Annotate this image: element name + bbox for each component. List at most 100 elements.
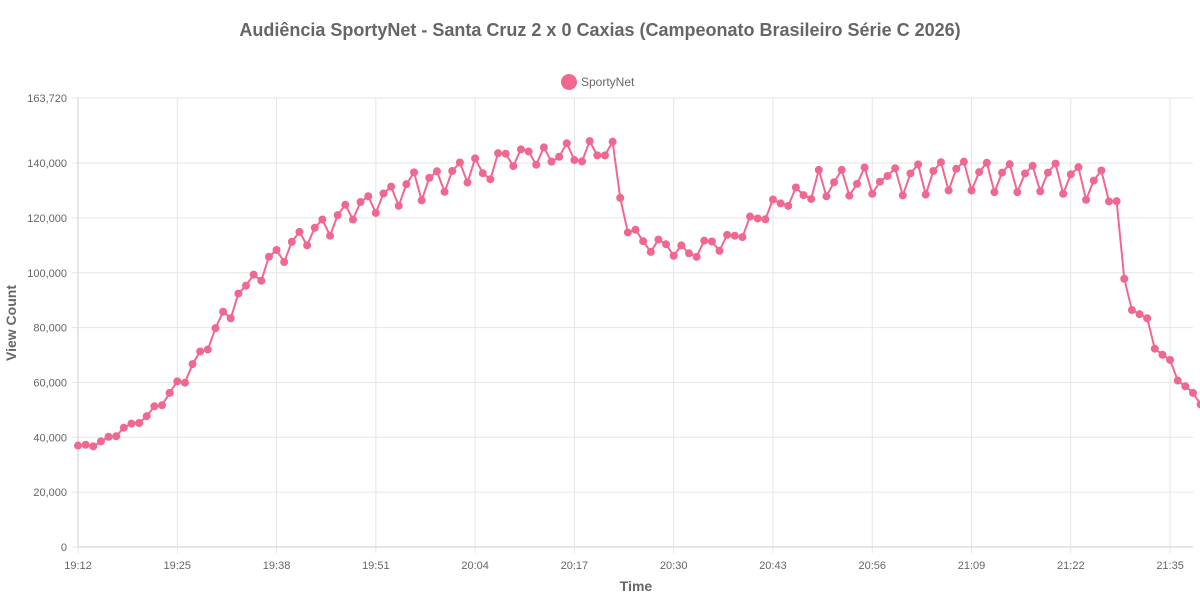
data-point[interactable] bbox=[990, 188, 999, 197]
data-point[interactable] bbox=[753, 214, 762, 223]
data-point[interactable] bbox=[1089, 176, 1098, 185]
data-point[interactable] bbox=[1097, 166, 1106, 175]
data-point[interactable] bbox=[639, 237, 648, 246]
data-point[interactable] bbox=[410, 168, 419, 177]
data-point[interactable] bbox=[593, 151, 602, 160]
data-point[interactable] bbox=[807, 194, 816, 203]
data-point[interactable] bbox=[982, 158, 991, 167]
data-point[interactable] bbox=[791, 183, 800, 192]
data-point[interactable] bbox=[516, 145, 525, 154]
data-point[interactable] bbox=[219, 307, 228, 316]
data-point[interactable] bbox=[249, 270, 258, 279]
data-point[interactable] bbox=[1059, 189, 1068, 198]
data-point[interactable] bbox=[998, 168, 1007, 177]
data-point[interactable] bbox=[280, 258, 289, 267]
data-point[interactable] bbox=[158, 401, 167, 410]
data-point[interactable] bbox=[1043, 168, 1052, 177]
data-point[interactable] bbox=[196, 347, 205, 356]
data-point[interactable] bbox=[631, 225, 640, 234]
data-point[interactable] bbox=[1112, 197, 1121, 206]
data-point[interactable] bbox=[1150, 344, 1159, 353]
data-point[interactable] bbox=[837, 165, 846, 174]
data-point[interactable] bbox=[287, 237, 296, 246]
data-point[interactable] bbox=[730, 231, 739, 240]
data-point[interactable] bbox=[1127, 306, 1136, 315]
data-point[interactable] bbox=[1181, 382, 1190, 391]
data-point[interactable] bbox=[1020, 169, 1029, 178]
data-point[interactable] bbox=[860, 163, 869, 172]
data-point[interactable] bbox=[173, 377, 182, 386]
legend[interactable]: SportyNet bbox=[561, 74, 635, 90]
data-point[interactable] bbox=[234, 289, 243, 298]
data-point[interactable] bbox=[830, 178, 839, 187]
data-point[interactable] bbox=[822, 192, 831, 201]
data-point[interactable] bbox=[616, 193, 625, 202]
data-point[interactable] bbox=[150, 402, 159, 411]
data-point[interactable] bbox=[669, 251, 678, 260]
data-point[interactable] bbox=[814, 165, 823, 174]
data-point[interactable] bbox=[364, 192, 373, 201]
data-point[interactable] bbox=[600, 151, 609, 160]
data-point[interactable] bbox=[952, 164, 961, 173]
data-point[interactable] bbox=[746, 212, 755, 221]
data-point[interactable] bbox=[875, 177, 884, 186]
data-point[interactable] bbox=[89, 442, 98, 451]
data-point[interactable] bbox=[509, 162, 518, 171]
data-point[interactable] bbox=[180, 378, 189, 387]
data-point[interactable] bbox=[784, 201, 793, 210]
data-point[interactable] bbox=[1189, 388, 1197, 397]
data-point[interactable] bbox=[440, 187, 449, 196]
data-point[interactable] bbox=[501, 149, 510, 158]
data-point[interactable] bbox=[761, 215, 770, 224]
data-point[interactable] bbox=[127, 419, 136, 428]
data-point[interactable] bbox=[486, 175, 495, 184]
data-point[interactable] bbox=[1013, 188, 1022, 197]
data-point[interactable] bbox=[921, 190, 930, 199]
data-point[interactable] bbox=[578, 157, 587, 166]
data-point[interactable] bbox=[226, 314, 235, 323]
data-point[interactable] bbox=[348, 215, 357, 224]
data-point[interactable] bbox=[402, 180, 411, 189]
data-point[interactable] bbox=[608, 137, 617, 146]
data-point[interactable] bbox=[723, 230, 732, 239]
data-point[interactable] bbox=[1005, 160, 1014, 169]
data-point[interactable] bbox=[799, 191, 808, 200]
data-point[interactable] bbox=[74, 441, 82, 450]
data-point[interactable] bbox=[303, 241, 312, 250]
data-point[interactable] bbox=[1036, 187, 1045, 196]
data-point[interactable] bbox=[975, 168, 984, 177]
data-point[interactable] bbox=[562, 139, 571, 148]
data-point[interactable] bbox=[967, 186, 976, 195]
data-point[interactable] bbox=[692, 252, 701, 261]
data-point[interactable] bbox=[242, 281, 251, 290]
data-point[interactable] bbox=[1173, 376, 1182, 385]
data-point[interactable] bbox=[944, 186, 953, 195]
data-point[interactable] bbox=[81, 440, 90, 449]
data-point[interactable] bbox=[387, 182, 396, 191]
data-point[interactable] bbox=[264, 252, 273, 261]
data-point[interactable] bbox=[135, 419, 144, 428]
data-point[interactable] bbox=[112, 432, 121, 441]
data-point[interactable] bbox=[738, 233, 747, 242]
data-point[interactable] bbox=[1028, 161, 1037, 170]
data-point[interactable] bbox=[715, 246, 724, 255]
data-point[interactable] bbox=[883, 171, 892, 180]
data-point[interactable] bbox=[295, 227, 304, 236]
data-point[interactable] bbox=[318, 215, 327, 224]
data-point[interactable] bbox=[1051, 159, 1060, 168]
data-point[interactable] bbox=[1104, 197, 1113, 206]
data-point[interactable] bbox=[646, 247, 655, 256]
data-point[interactable] bbox=[570, 156, 579, 165]
data-point[interactable] bbox=[936, 158, 945, 167]
data-point[interactable] bbox=[448, 167, 457, 176]
data-point[interactable] bbox=[1158, 350, 1167, 359]
data-point[interactable] bbox=[1074, 163, 1083, 172]
data-point[interactable] bbox=[432, 167, 441, 176]
data-point[interactable] bbox=[684, 249, 693, 258]
data-point[interactable] bbox=[341, 200, 350, 209]
data-point[interactable] bbox=[455, 158, 464, 167]
data-point[interactable] bbox=[379, 189, 388, 198]
data-point[interactable] bbox=[707, 237, 716, 246]
data-point[interactable] bbox=[929, 167, 938, 176]
data-point[interactable] bbox=[585, 137, 594, 146]
